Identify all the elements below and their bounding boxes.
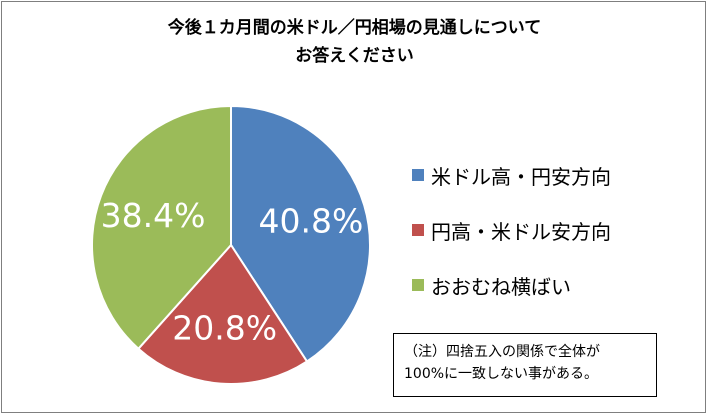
legend-swatch [412, 224, 424, 236]
chart-title-line-2: お答えください [295, 46, 414, 66]
slice-value-label: 20.8% [172, 309, 277, 348]
legend-label: 円高・米ドル安方向 [431, 219, 611, 244]
legend-label: おおむね横ばい [431, 274, 571, 299]
chart-title-line-1: 今後１カ月間の米ドル／円相場の見通しについて [167, 18, 542, 38]
footnote-line-1: （注）四捨五入の関係で全体が [404, 344, 600, 360]
legend-label: 米ドル高・円安方向 [431, 164, 611, 189]
chart-title: 今後１カ月間の米ドル／円相場の見通しについて お答えください [0, 14, 709, 70]
footnote-box: （注）四捨五入の関係で全体が 100%に一致しない事がある。 [393, 333, 657, 397]
legend-item: 米ドル高・円安方向 [412, 160, 611, 190]
slice-value-label: 38.4% [101, 196, 206, 235]
legend-item: おおむね横ばい [412, 270, 611, 300]
legend: 米ドル高・円安方向 円高・米ドル安方向 おおむね横ばい [412, 160, 611, 325]
legend-swatch [412, 279, 424, 291]
pie-slice [137, 243, 309, 385]
legend-item: 円高・米ドル安方向 [412, 215, 611, 245]
pie-slice [91, 104, 232, 351]
footnote-line-2: 100%に一致しない事がある。 [404, 366, 599, 382]
legend-swatch [412, 169, 424, 181]
slice-value-label: 40.8% [259, 202, 364, 241]
